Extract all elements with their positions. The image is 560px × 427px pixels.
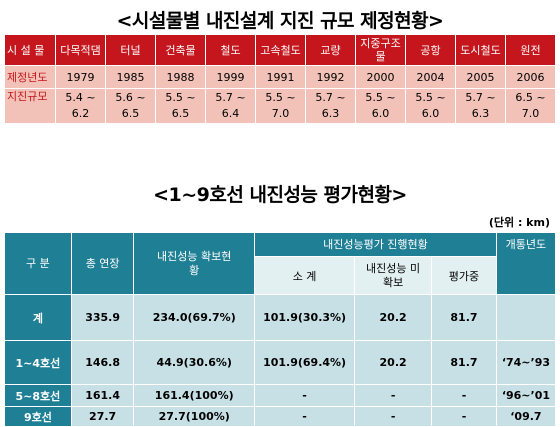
row-secured: 44.9(30.6%) [133,340,256,385]
row-opened: ‘09.7 [495,406,557,427]
row-total: 27.7 [70,406,135,427]
row-secured: 234.0(69.7%) [133,294,256,341]
table-row: 9호선 27.7 27.7(100%) - - - ‘09.7 [4,406,557,427]
row-unsecured: - [354,384,433,407]
col-progress: 내진성능평가 진행현황 [254,232,497,257]
year-row-label: 제정년도 [4,65,56,89]
facility-col: 고속철도 [255,34,306,66]
row-sub-total: 101.9(69.4%) [254,340,356,385]
year-cell: 1999 [205,65,256,89]
table-row: 1~4호선 146.8 44.9(30.6%) 101.9(69.4%) 20.… [4,340,557,385]
year-cell: 2004 [405,65,456,89]
row-name: 9호선 [4,406,72,427]
row-total: 335.9 [70,294,135,341]
row-evaluating: 81.7 [431,294,497,341]
facility-title: <시설물별 내진설계 지진 규모 제정현황> [116,10,444,32]
col-total: 총 연장 [70,232,135,295]
row-total: 146.8 [70,340,135,385]
facility-col: 원전 [505,34,556,66]
unit-label: (단위 : km) [488,216,550,229]
row-total: 161.4 [70,384,135,407]
scale-cell: 6.5 ~ 7.0 [505,88,556,124]
row-unsecured: 20.2 [354,294,433,341]
row-name: 1~4호선 [4,340,72,385]
year-row: 제정년도 1979 1985 1988 1999 1991 1992 2000 … [4,65,556,89]
facility-table: 시 설 물 다목적댐 터널 건축물 철도 고속철도 교량 지중구조물 공항 도시… [4,34,556,124]
facility-col: 지중구조물 [355,34,406,66]
row-evaluating: - [431,384,497,407]
col-opened: 개통년도 [495,232,557,295]
scale-cell: 5.7 ~ 6.3 [305,88,356,124]
year-cell: 1992 [305,65,356,89]
eval-subheader-row: 소 계 내진성능 미확보 평가중 [5,256,556,295]
col-unsecured: 내진성능 미확보 [354,256,433,295]
scale-cell: 5.5 ~ 6.0 [405,88,456,124]
facility-col: 건축물 [155,34,206,66]
scale-cell: 5.6 ~ 6.5 [105,88,156,124]
row-opened: ‘74~’93 [495,340,557,385]
seismic-evaluation-table: 구 분 총 연장 내진성능 확보현황 내진성능평가 진행현황 개통년도 소 계 … [4,232,557,427]
scale-cell: 5.4 ~ 6.2 [55,88,106,124]
scale-cell: 5.7 ~ 6.3 [455,88,506,124]
year-cell: 1988 [155,65,206,89]
facility-col: 터널 [105,34,156,66]
row-name: 계 [4,294,72,341]
scale-cell: 5.5 ~ 7.0 [255,88,306,124]
facility-header-label: 시 설 물 [4,34,56,66]
year-cell: 1991 [255,65,306,89]
eval-header-row: 구 분 총 연장 내진성능 확보현황 내진성능평가 진행현황 개통년도 [4,232,557,295]
year-cell: 2006 [505,65,556,89]
row-evaluating: - [431,406,497,427]
col-sub-total: 소 계 [254,256,356,295]
col-gubun: 구 분 [4,232,72,295]
row-opened: ‘96~’01 [495,384,557,407]
year-cell: 1985 [105,65,156,89]
scale-cell: 5.5 ~ 6.0 [355,88,406,124]
scale-row: 지진규모 5.4 ~ 6.2 5.6 ~ 6.5 5.5 ~ 6.5 5.7 ~… [4,88,556,124]
facility-col: 공항 [405,34,456,66]
year-cell: 1979 [55,65,106,89]
col-evaluating: 평가중 [431,256,497,295]
col-secured: 내진성능 확보현황 [133,232,256,295]
row-name: 5~8호선 [4,384,72,407]
row-secured: 161.4(100%) [133,384,256,407]
year-cell: 2000 [355,65,406,89]
facility-col: 철도 [205,34,256,66]
table-row: 계 335.9 234.0(69.7%) 101.9(30.3%) 20.2 8… [4,294,557,341]
facility-col: 도시철도 [455,34,506,66]
facility-col: 다목적댐 [55,34,106,66]
row-sub-total: 101.9(30.3%) [254,294,356,341]
facility-header-row: 시 설 물 다목적댐 터널 건축물 철도 고속철도 교량 지중구조물 공항 도시… [4,34,556,66]
row-unsecured: 20.2 [354,340,433,385]
row-opened [495,294,557,341]
row-sub-total: - [254,384,356,407]
row-sub-total: - [254,406,356,427]
row-evaluating: 81.7 [431,340,497,385]
row-unsecured: - [354,406,433,427]
table-row: 5~8호선 161.4 161.4(100%) - - - ‘96~’01 [4,384,557,407]
seismic-evaluation-title: <1~9호선 내진성능 평가현황> [153,184,407,206]
facility-col: 교량 [305,34,356,66]
scale-row-label: 지진규모 [4,88,56,124]
year-cell: 2005 [455,65,506,89]
scale-cell: 5.5 ~ 6.5 [155,88,206,124]
row-secured: 27.7(100%) [133,406,256,427]
scale-cell: 5.7 ~ 6.4 [205,88,256,124]
